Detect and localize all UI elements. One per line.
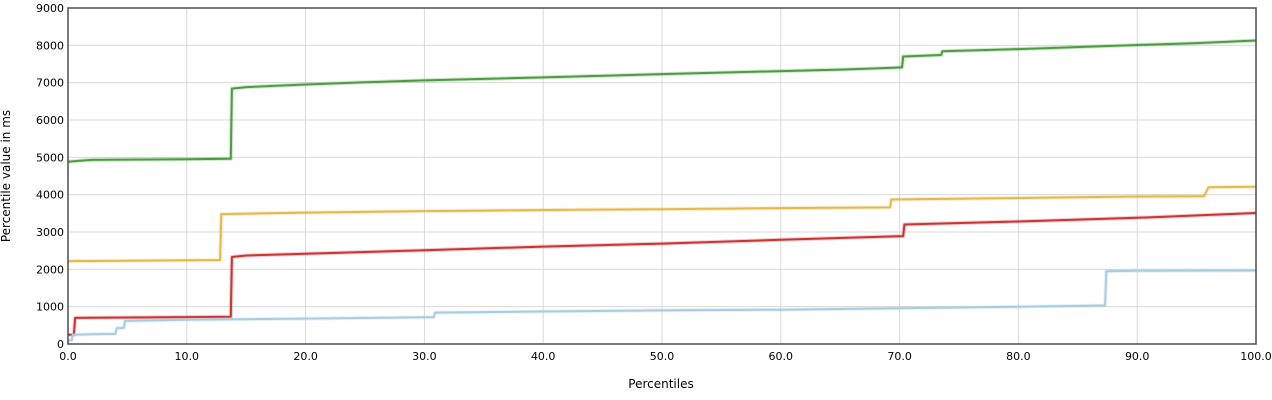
x-tick-label: 60.0 bbox=[769, 350, 794, 363]
x-tick-label: 40.0 bbox=[531, 350, 556, 363]
x-tick-label: 100.0 bbox=[1240, 350, 1272, 363]
y-axis-ticks: 0 1000 2000 3000 4000 5000 6000 7000 8000 9000 bbox=[36, 2, 64, 351]
y-tick-label: 6000 bbox=[36, 114, 64, 127]
series-3-line bbox=[68, 269, 1257, 342]
x-axis-ticks: 0.0 10.0 20.0 30.0 40.0 50.0 60.0 70.0 80.0 90.0 1… bbox=[59, 350, 1272, 363]
y-tick-label: 1000 bbox=[36, 301, 64, 314]
y-tick-label: 0 bbox=[57, 338, 64, 351]
y-tick-label: 3000 bbox=[36, 226, 64, 239]
y-tick-label: 2000 bbox=[36, 263, 64, 276]
y-tick-label: 5000 bbox=[36, 151, 64, 164]
x-tick-label: 80.0 bbox=[1006, 350, 1031, 363]
y-tick-label: 4000 bbox=[36, 189, 64, 202]
y-tick-label: 7000 bbox=[36, 77, 64, 90]
x-tick-label: 70.0 bbox=[887, 350, 912, 363]
x-tick-label: 90.0 bbox=[1125, 350, 1150, 363]
plot-area-frame bbox=[67, 7, 1257, 345]
y-tick-label: 8000 bbox=[36, 39, 64, 52]
series-1-line bbox=[67, 185, 1257, 263]
series-0-line bbox=[67, 39, 1257, 163]
x-axis-title: Percentiles bbox=[628, 377, 693, 391]
y-tick-label: 9000 bbox=[36, 2, 64, 15]
x-tick-label: 50.0 bbox=[650, 350, 675, 363]
x-tick-label: 30.0 bbox=[412, 350, 437, 363]
series-2-line bbox=[68, 212, 1257, 336]
x-tick-label: 20.0 bbox=[293, 350, 318, 363]
grid-lines bbox=[67, 7, 1257, 345]
x-tick-label: 10.0 bbox=[175, 350, 200, 363]
x-tick-label: 0.0 bbox=[59, 350, 77, 363]
y-axis-title: Percentile value in ms bbox=[0, 110, 13, 242]
series-layer bbox=[67, 38, 1257, 343]
